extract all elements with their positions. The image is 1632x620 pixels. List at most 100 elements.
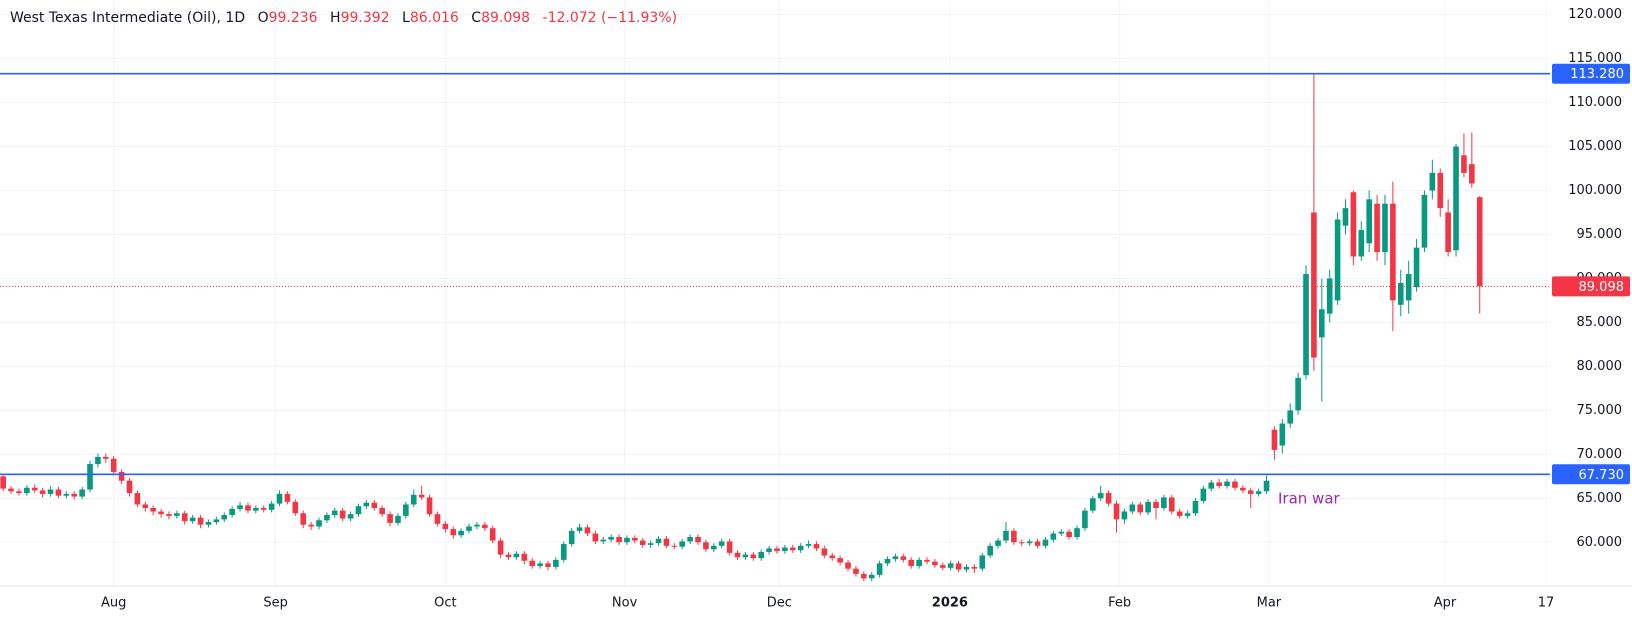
candle-body (1042, 539, 1049, 546)
candle-body (821, 548, 828, 556)
candle-body (545, 563, 551, 567)
candle-body (497, 540, 504, 555)
candle-body (8, 488, 14, 492)
x-tick-label: Sep (263, 596, 288, 611)
candle-body (892, 556, 899, 559)
y-tick-label: 70.000 (1577, 447, 1623, 462)
candle-body (213, 519, 220, 523)
y-tick-label: 95.000 (1577, 227, 1623, 242)
candle-body (355, 506, 362, 515)
candle-body (205, 522, 212, 525)
candle-body (1287, 410, 1294, 424)
ohlc-letter: C (471, 10, 482, 26)
level-label-bg (1552, 63, 1630, 84)
candle-body (592, 533, 599, 542)
candle-body (711, 545, 717, 550)
y-tick-label: 105.000 (1568, 139, 1622, 154)
candle-body (166, 514, 172, 516)
candle-body (1074, 528, 1080, 538)
candle-body (0, 476, 6, 489)
candle-body (237, 505, 243, 509)
candle-body (1121, 511, 1128, 520)
candle-body (963, 566, 970, 570)
candle-body (979, 555, 986, 569)
candle-body (363, 502, 370, 507)
y-tick-label: 80.000 (1577, 359, 1623, 374)
candle-body (718, 541, 725, 546)
x-tick-label: Aug (101, 596, 126, 611)
candle-body (632, 537, 638, 541)
candle-body (1476, 197, 1483, 287)
candle-body (1105, 493, 1112, 504)
candle-body (1200, 488, 1207, 501)
candle-body (434, 514, 441, 524)
candle-body (150, 507, 156, 512)
candle-body (395, 515, 401, 523)
ohlc-letter: O (257, 10, 269, 26)
candle-body (197, 517, 204, 525)
candle-body (24, 487, 30, 494)
candle-body (734, 552, 741, 558)
candle-body (387, 514, 393, 523)
candle-body (624, 537, 630, 543)
candle-body (537, 563, 543, 567)
candle-body (1295, 377, 1301, 411)
candle-body (1176, 511, 1183, 516)
candle-body (1232, 481, 1238, 488)
candle-body (316, 520, 322, 527)
candle-body (426, 497, 433, 515)
candle-body (908, 559, 915, 567)
candle-body (971, 566, 978, 569)
candle-body (347, 514, 354, 519)
y-tick-label: 120.000 (1568, 7, 1622, 22)
candle-body (1358, 230, 1365, 257)
candle-body (418, 494, 425, 498)
level-label: 113.280 (1570, 67, 1624, 82)
candle-body (458, 530, 464, 536)
candle-body (1192, 500, 1199, 514)
candle-body (576, 527, 583, 531)
candle-body (324, 515, 330, 521)
candle-body (845, 562, 851, 569)
candle-body (679, 541, 686, 547)
candle-body (647, 543, 654, 545)
candle-body (253, 507, 259, 511)
y-tick-label: 65.000 (1577, 491, 1623, 506)
candle-body (31, 487, 38, 491)
candle-body (1011, 530, 1017, 543)
candle-body (466, 526, 472, 531)
candle-body (782, 547, 788, 552)
candle-body (584, 527, 591, 534)
candle-body (1026, 541, 1033, 544)
ohlc-value: 99.392 (340, 10, 390, 26)
candle-body (1168, 497, 1175, 512)
candle-body (900, 556, 907, 560)
y-tick-label: 75.000 (1577, 403, 1623, 418)
candle-body (1271, 429, 1278, 450)
candle-body (71, 493, 78, 497)
candle-body (1066, 531, 1072, 538)
x-tick-label: 17 (1538, 596, 1555, 611)
candle-body (805, 544, 812, 546)
candle-body (1240, 487, 1246, 491)
candle-body (1445, 212, 1451, 253)
candle-body (189, 517, 196, 522)
candle-body (1184, 513, 1191, 516)
candle-body (174, 513, 180, 516)
candle-body (529, 560, 535, 567)
candle-body (1224, 481, 1230, 487)
candle-body (1303, 274, 1309, 376)
candle-body (1350, 192, 1357, 257)
candle-body (1255, 491, 1262, 494)
grid (0, 0, 1550, 586)
candle-body (300, 513, 307, 525)
candle-body (726, 541, 733, 553)
candle-body (245, 505, 251, 511)
level-label-bg (1552, 464, 1630, 485)
candle-body (284, 493, 291, 502)
candle-body (16, 491, 22, 494)
candle-body (750, 554, 757, 559)
candle-body (639, 540, 646, 545)
